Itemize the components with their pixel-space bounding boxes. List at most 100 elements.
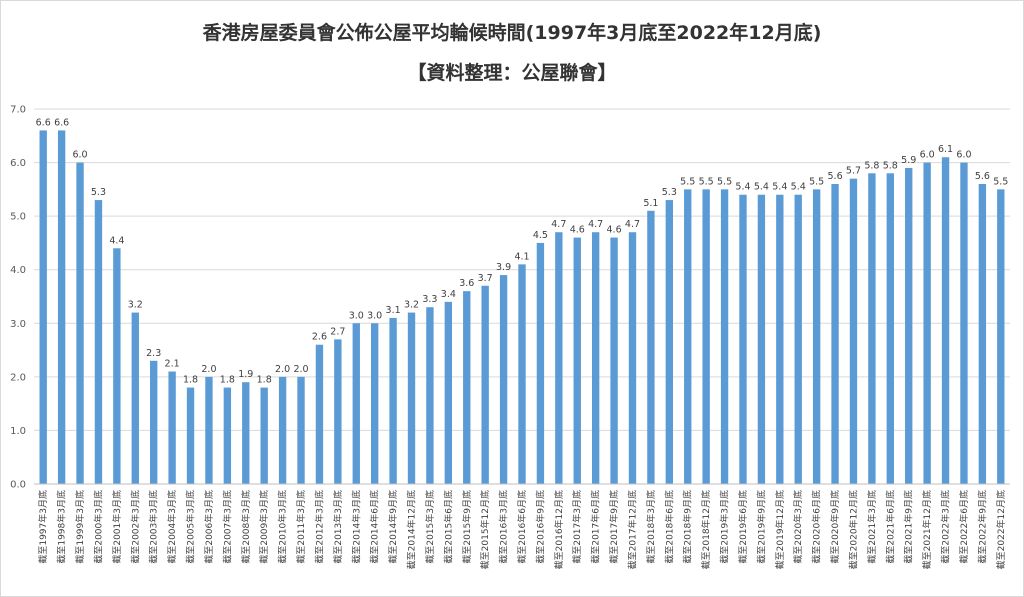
data-label: 4.7: [551, 219, 566, 230]
x-tick-label: 截至2006年3月底: [203, 490, 215, 564]
bar: [518, 264, 526, 484]
data-label: 5.6: [828, 171, 843, 182]
data-label: 2.0: [293, 364, 308, 375]
data-label: 3.2: [404, 300, 419, 311]
data-label: 2.6: [312, 332, 327, 343]
y-tick-label: 5.0: [10, 212, 26, 223]
x-tick-label: 截至2003年3月底: [148, 490, 160, 564]
bar: [131, 312, 139, 484]
data-label: 3.6: [459, 278, 474, 289]
x-tick-label: 截至2009年3月底: [258, 490, 270, 564]
bar: [647, 210, 655, 485]
x-tick-label: 截至2022年12月底: [995, 490, 1007, 569]
x-tick-label: 截至2007年3月底: [221, 490, 233, 564]
data-label: 6.0: [956, 150, 971, 161]
x-tick-label: 截至1997年3月底: [37, 490, 49, 564]
bar: [463, 291, 471, 484]
bar: [757, 194, 766, 484]
bar: [591, 232, 600, 484]
bar: [868, 173, 876, 485]
bar: [426, 307, 434, 484]
bar: [186, 387, 195, 484]
x-tick-label: 截至2012年3月底: [313, 490, 325, 564]
x-tick-label: 截至2018年12月底: [700, 490, 712, 569]
x-tick-label: 截至2016年9月底: [534, 490, 546, 564]
x-tick-label: 截至2021年12月底: [921, 490, 933, 569]
data-label: 5.3: [91, 187, 106, 198]
x-tick-label: 截至2020年6月底: [811, 490, 823, 564]
data-label: 2.1: [165, 359, 180, 370]
x-tick-label: 截至2019年3月底: [719, 490, 731, 564]
x-tick-label: 截至2018年9月底: [682, 490, 694, 564]
y-tick-label: 1.0: [10, 426, 26, 437]
x-tick-label: 截至2011年3月底: [295, 490, 307, 564]
x-tick-label: 截至2021年9月底: [903, 490, 915, 564]
data-label: 4.7: [625, 219, 640, 230]
x-tick-label: 截至2015年12月底: [479, 490, 491, 569]
data-label: 5.1: [643, 198, 658, 209]
bar: [389, 317, 397, 484]
data-label: 5.7: [846, 166, 861, 177]
x-tick-label: 截至2001年3月底: [111, 490, 123, 564]
bar: [481, 285, 489, 484]
bar: [997, 189, 1005, 484]
bars: [39, 130, 1005, 485]
x-tick-label: 截至2008年3月底: [240, 490, 252, 564]
x-tick-label: 截至2010年3月底: [277, 490, 289, 564]
x-tick-label: 截至2020年12月底: [847, 490, 859, 569]
bar: [39, 130, 47, 484]
x-tick-label: 截至2017年3月底: [571, 490, 583, 564]
bar: [113, 248, 121, 484]
x-tick-label: 截至2000年3月底: [92, 490, 104, 564]
bar: [76, 162, 84, 485]
bar: [94, 200, 103, 485]
x-tick-label: 截至2017年9月底: [608, 490, 620, 564]
x-tick-label: 截至2020年3月底: [792, 490, 804, 564]
bar: [812, 189, 821, 484]
bar: [536, 242, 545, 484]
data-label: 4.6: [607, 225, 622, 236]
y-tick-label: 0.0: [10, 480, 26, 491]
x-tick-label: 截至2013年3月底: [332, 490, 344, 564]
data-label: 1.9: [238, 369, 253, 380]
bar: [941, 157, 950, 484]
x-tick-label: 截至2015年6月底: [442, 490, 454, 564]
bar: [57, 130, 66, 484]
x-tick-label: 截至1999年3月底: [74, 490, 86, 564]
bar: [628, 232, 637, 484]
x-tick-label: 截至2016年6月底: [516, 490, 528, 564]
data-label: 3.0: [367, 310, 382, 321]
x-tick-label: 截至2015年9月底: [461, 490, 473, 564]
bar: [905, 167, 913, 484]
data-label: 5.5: [717, 176, 732, 187]
x-tick-label: 截至2019年9月底: [755, 490, 767, 564]
bar: [702, 189, 710, 484]
chart-title: 香港房屋委員會公佈公屋平均輪候時間(1997年3月底至2022年12月底): [202, 22, 822, 44]
bar: [297, 376, 305, 484]
data-label: 1.8: [257, 375, 272, 386]
data-label: 4.1: [514, 251, 529, 262]
data-label: 5.4: [772, 182, 787, 193]
bar: [334, 339, 342, 484]
data-label: 3.9: [496, 262, 511, 273]
bar: [499, 275, 508, 484]
bar: [205, 376, 213, 484]
data-label: 2.3: [146, 348, 161, 359]
x-tick-label: 截至2015年3月底: [424, 490, 436, 564]
bar: [665, 200, 674, 485]
data-label: 4.4: [109, 235, 124, 246]
data-label: 5.5: [699, 176, 714, 187]
bar: [849, 178, 858, 484]
data-label: 4.6: [570, 225, 585, 236]
bar: [278, 376, 287, 484]
data-label: 5.3: [662, 187, 677, 198]
data-label: 3.7: [478, 273, 493, 284]
x-tick-label: 截至2014年12月底: [406, 490, 418, 569]
x-tick-label: 截至2018年3月底: [645, 490, 657, 564]
x-tick-label: 截至2005年3月底: [185, 490, 197, 564]
x-tick-label: 截至2016年12月底: [553, 490, 565, 569]
bar: [960, 162, 968, 485]
data-label: 3.0: [349, 310, 364, 321]
x-tick-label: 截至2022年3月底: [940, 490, 952, 564]
